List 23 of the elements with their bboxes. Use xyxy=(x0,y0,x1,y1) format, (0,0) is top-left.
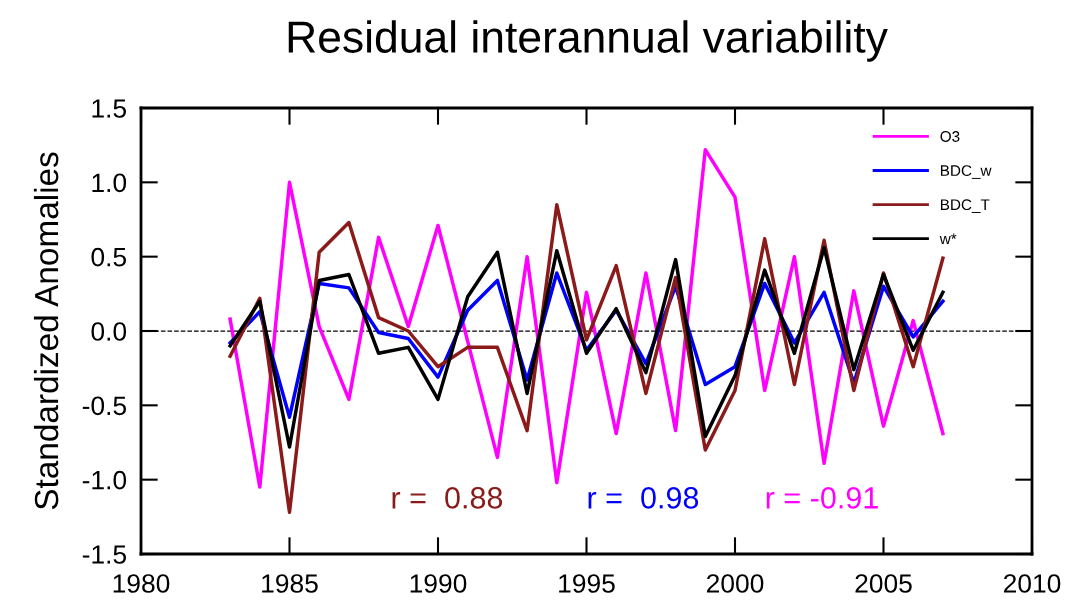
legend-label: O3 xyxy=(940,131,960,142)
x-tick-label: 2005 xyxy=(855,574,912,593)
y-tick-label: -1.5 xyxy=(82,545,127,564)
x-tick-label: 1980 xyxy=(113,574,170,593)
x-tick-label: 1995 xyxy=(559,574,615,593)
y-tick-label: -1.0 xyxy=(82,470,127,490)
annotation: r = -0.91 xyxy=(766,487,878,509)
y-tick-label: 0.5 xyxy=(91,247,127,267)
y-tick-label: 1.5 xyxy=(92,99,127,118)
y-axis-title: Standardized Anomalies xyxy=(33,152,59,510)
legend-label: BDC_T xyxy=(940,199,990,213)
y-tick-label: 0.0 xyxy=(91,322,127,341)
chart-title: Residual interannual variability xyxy=(288,20,888,62)
x-tick-label: 2010 xyxy=(1003,574,1061,593)
legend-label: w* xyxy=(939,233,957,245)
annotation: r = 0.88 xyxy=(392,487,503,509)
x-tick-label: 1990 xyxy=(410,574,467,593)
annotation: r = 0.98 xyxy=(588,487,699,509)
y-tick-label: -0.5 xyxy=(82,396,127,416)
legend-label: BDC_w xyxy=(940,165,992,179)
y-tick-label: 1.0 xyxy=(92,173,127,193)
x-tick-label: 2000 xyxy=(706,574,764,593)
x-tick-label: 1985 xyxy=(262,574,318,593)
